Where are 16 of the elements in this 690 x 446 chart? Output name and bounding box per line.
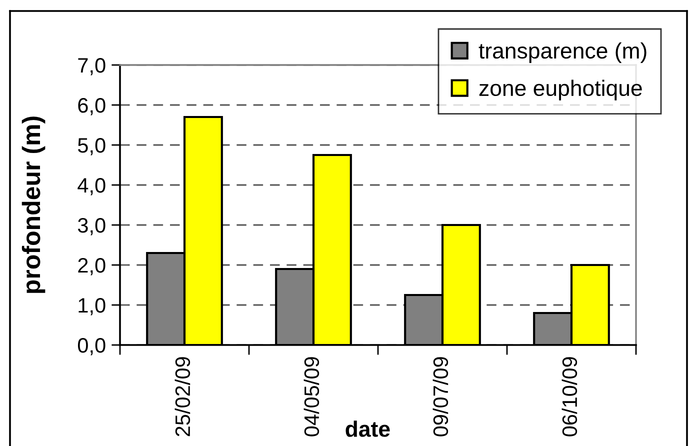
y-tick-label: 2,0 xyxy=(78,258,106,276)
legend-label: transparence (m) xyxy=(478,42,646,64)
x-tick-label: 06/10/09 xyxy=(562,357,578,436)
y-tick-label: 4,0 xyxy=(78,178,106,196)
x-axis-title: date xyxy=(346,420,390,437)
y-axis-title: profondeur (m) xyxy=(22,116,46,293)
y-tick-label: 3,0 xyxy=(78,218,106,236)
y-tick-label: 7,0 xyxy=(78,58,106,76)
y-tick-label: 5,0 xyxy=(78,138,106,156)
y-tick-label: 0,0 xyxy=(78,338,106,356)
y-tick-label: 6,0 xyxy=(78,98,106,116)
x-tick-label: 25/02/09 xyxy=(174,357,190,436)
x-tick-label: 04/05/09 xyxy=(304,357,320,436)
y-tick-label: 1,0 xyxy=(78,298,106,316)
legend-label: zone euphotique xyxy=(479,80,642,100)
x-tick-label: 09/07/09 xyxy=(432,357,448,436)
